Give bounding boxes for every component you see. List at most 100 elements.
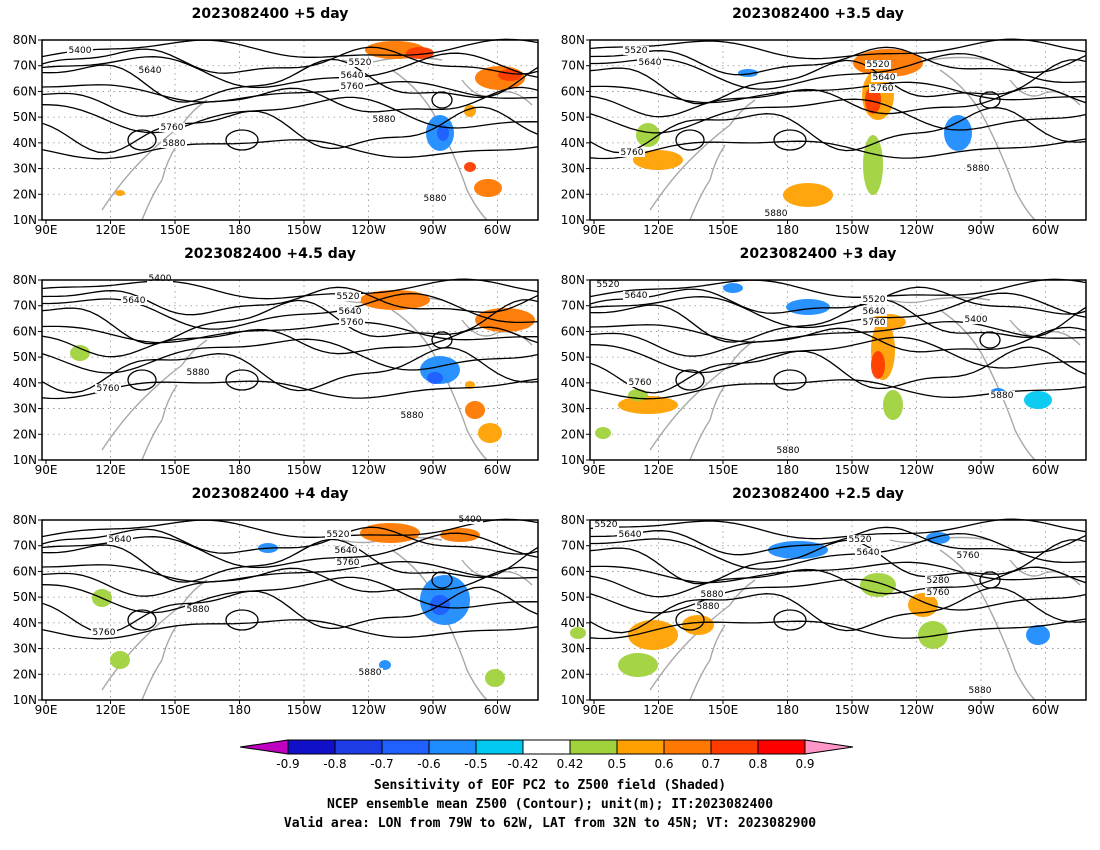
lat-tick-label: 60N bbox=[13, 84, 37, 98]
lon-tick-label: 90W bbox=[419, 463, 446, 477]
z500-contour bbox=[589, 286, 1087, 315]
sensitivity-shading bbox=[944, 115, 972, 151]
z500-closed-contour bbox=[979, 571, 1001, 589]
z500-contour bbox=[589, 326, 1087, 357]
coastline bbox=[649, 339, 756, 451]
contour-label: 5880 bbox=[187, 605, 210, 615]
contour-label-bg bbox=[121, 296, 147, 305]
z500-contour bbox=[589, 298, 1087, 343]
contour-label: 5520 bbox=[595, 520, 618, 530]
contour-label: 5520 bbox=[867, 60, 890, 70]
lon-tick-label: 150W bbox=[287, 703, 322, 717]
contour-label: 5520 bbox=[349, 58, 372, 68]
lat-tick-label: 80N bbox=[13, 513, 37, 527]
lon-tick-label: 150E bbox=[160, 223, 191, 237]
map-frame bbox=[589, 519, 1087, 701]
lat-tick-label: 50N bbox=[561, 590, 585, 604]
sensitivity-shading bbox=[440, 528, 480, 542]
lon-tick-label: 150E bbox=[708, 223, 739, 237]
z500-contour bbox=[590, 52, 1087, 90]
panel-title: 2023082400 +3.5 day bbox=[732, 6, 904, 22]
coastline bbox=[391, 549, 488, 701]
contour-label-bg bbox=[965, 164, 991, 173]
contour-label-bg bbox=[861, 295, 887, 304]
contour-label: 5760 bbox=[863, 318, 886, 328]
sensitivity-shading bbox=[786, 299, 830, 315]
coastline bbox=[889, 296, 991, 304]
z500-contour bbox=[41, 106, 539, 154]
lon-tick-label: 150W bbox=[287, 223, 322, 237]
lon-tick-label: 90E bbox=[35, 223, 58, 237]
z500-contour bbox=[41, 526, 539, 555]
contour-label: 5640 bbox=[335, 546, 358, 556]
coastline bbox=[101, 99, 208, 211]
lon-tick-label: 180 bbox=[776, 223, 799, 237]
contour-label: 5880 bbox=[967, 164, 990, 174]
coastline bbox=[689, 384, 726, 461]
lon-tick-label: 150E bbox=[708, 463, 739, 477]
lat-tick-label: 80N bbox=[13, 273, 37, 287]
contour-label-bg bbox=[595, 280, 621, 289]
contour-label: 5640 bbox=[873, 73, 896, 83]
contour-label-bg bbox=[185, 605, 211, 614]
lat-tick-label: 70N bbox=[561, 59, 585, 73]
lon-tick-label: 90E bbox=[35, 703, 58, 717]
lon-tick-label: 120W bbox=[351, 223, 386, 237]
contour-label-bg bbox=[95, 384, 121, 393]
lon-tick-label: 60W bbox=[484, 703, 511, 717]
z500-closed-contour bbox=[431, 331, 453, 349]
sensitivity-shading bbox=[863, 135, 883, 195]
lon-tick-label: 120E bbox=[95, 223, 126, 237]
contour-label-bg bbox=[775, 446, 801, 455]
contour-label: 5880 bbox=[777, 446, 800, 456]
lat-tick-label: 30N bbox=[13, 642, 37, 656]
lat-tick-label: 10N bbox=[561, 213, 585, 227]
contour-label-bg bbox=[955, 551, 981, 560]
z500-contour bbox=[589, 292, 1087, 329]
z500-contour bbox=[41, 347, 539, 394]
z500-closed-contour bbox=[773, 609, 807, 631]
contour-label-bg bbox=[623, 291, 649, 300]
coastline bbox=[141, 624, 178, 701]
sensitivity-shading bbox=[464, 162, 476, 172]
contour-label-bg bbox=[925, 576, 951, 585]
contour-label: 5640 bbox=[139, 66, 162, 76]
colorbar-tick-label: 0.9 bbox=[795, 757, 814, 771]
lon-tick-label: 180 bbox=[776, 703, 799, 717]
colorbar-tick-label: -0.6 bbox=[417, 757, 440, 771]
z500-closed-contour bbox=[431, 571, 453, 589]
lon-tick-label: 120E bbox=[95, 703, 126, 717]
lon-tick-label: 150W bbox=[835, 463, 870, 477]
z500-contour bbox=[41, 58, 539, 103]
contour-label: 5880 bbox=[991, 391, 1014, 401]
colorbar-swatch bbox=[334, 739, 383, 755]
z500-closed-contour bbox=[225, 129, 259, 151]
z500-closed-contour bbox=[127, 369, 157, 391]
lat-tick-label: 80N bbox=[561, 273, 585, 287]
z500-contour bbox=[41, 52, 539, 89]
z500-contour bbox=[589, 346, 1087, 394]
sensitivity-shading bbox=[437, 125, 449, 141]
lon-tick-label: 60W bbox=[1032, 703, 1059, 717]
colorbar-tick-label: -0.9 bbox=[276, 757, 299, 771]
contour-label: 5400 bbox=[149, 274, 172, 284]
panel-title: 2023082400 +2.5 day bbox=[732, 486, 904, 502]
z500-closed-contour bbox=[675, 609, 705, 631]
colorbar-swatch bbox=[428, 739, 477, 755]
lon-tick-label: 150E bbox=[160, 463, 191, 477]
z500-contour bbox=[589, 98, 1087, 134]
z500-closed-contour bbox=[675, 129, 705, 151]
z500-contour bbox=[589, 278, 1087, 298]
colorbar-swatch bbox=[710, 739, 759, 755]
colorbar-svg: -0.9 -0.8 -0.7 -0.6 -0.5 -0.42 0.42 0.5 0.6 0.7 0.… bbox=[239, 739, 854, 771]
contour-label: 5400 bbox=[965, 315, 988, 325]
z500-contour bbox=[41, 139, 539, 160]
lat-tick-label: 10N bbox=[13, 213, 37, 227]
z500-contour bbox=[589, 578, 1087, 614]
lat-tick-label: 80N bbox=[13, 33, 37, 47]
caption-line-2: NCEP ensemble mean Z500 (Contour); unit(… bbox=[326, 797, 774, 812]
lat-tick-label: 10N bbox=[561, 453, 585, 467]
sensitivity-shading bbox=[570, 627, 586, 639]
